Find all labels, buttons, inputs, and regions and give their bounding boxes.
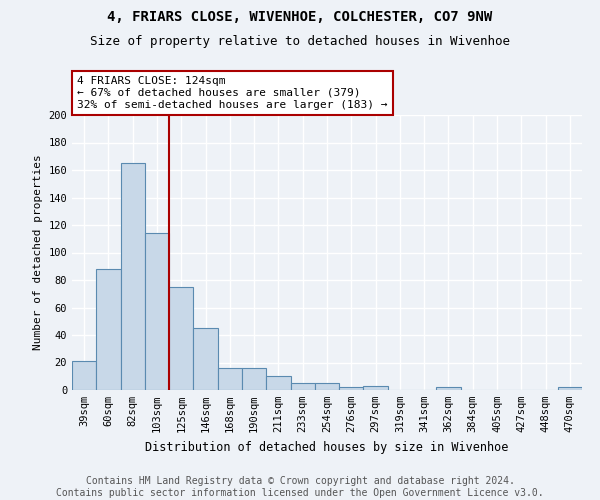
Bar <box>242 368 266 390</box>
Text: Contains HM Land Registry data © Crown copyright and database right 2024.
Contai: Contains HM Land Registry data © Crown c… <box>56 476 544 498</box>
Text: 4, FRIARS CLOSE, WIVENHOE, COLCHESTER, CO7 9NW: 4, FRIARS CLOSE, WIVENHOE, COLCHESTER, C… <box>107 10 493 24</box>
Y-axis label: Number of detached properties: Number of detached properties <box>33 154 43 350</box>
Bar <box>96 269 121 390</box>
Bar <box>558 387 582 390</box>
Bar <box>266 376 290 390</box>
Bar <box>193 328 218 390</box>
Bar <box>218 368 242 390</box>
X-axis label: Distribution of detached houses by size in Wivenhoe: Distribution of detached houses by size … <box>145 440 509 454</box>
Text: 4 FRIARS CLOSE: 124sqm
← 67% of detached houses are smaller (379)
32% of semi-de: 4 FRIARS CLOSE: 124sqm ← 67% of detached… <box>77 76 388 110</box>
Bar <box>121 163 145 390</box>
Bar <box>436 387 461 390</box>
Bar <box>72 361 96 390</box>
Text: Size of property relative to detached houses in Wivenhoe: Size of property relative to detached ho… <box>90 35 510 48</box>
Bar <box>169 287 193 390</box>
Bar <box>290 383 315 390</box>
Bar <box>364 386 388 390</box>
Bar <box>315 383 339 390</box>
Bar <box>145 233 169 390</box>
Bar <box>339 387 364 390</box>
